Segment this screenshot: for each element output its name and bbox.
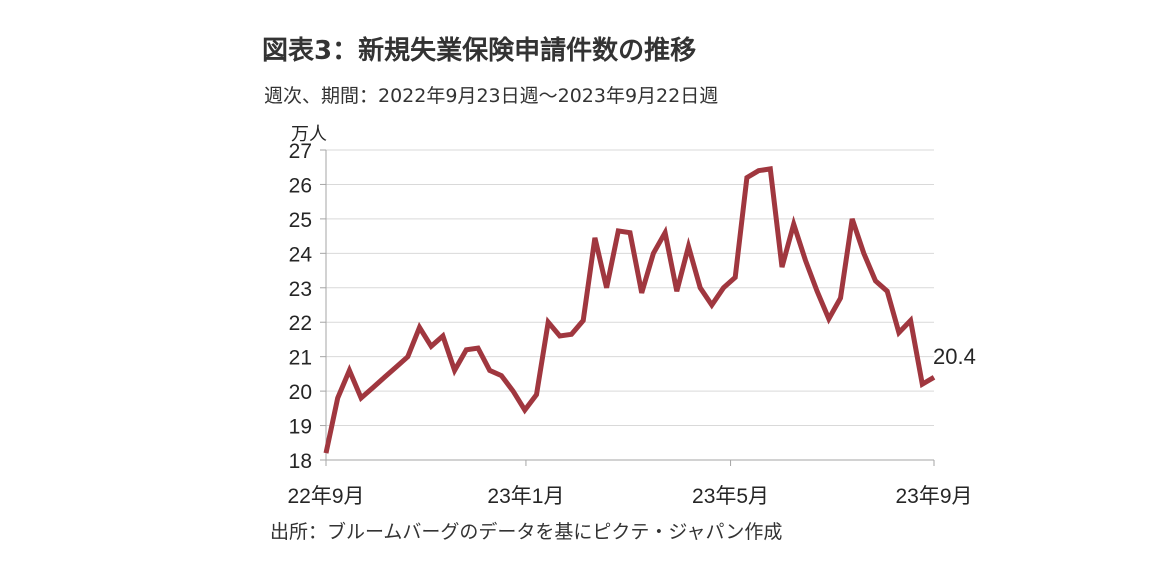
data-point <box>616 228 621 233</box>
data-point <box>709 303 714 308</box>
data-point <box>569 332 574 337</box>
data-point <box>663 230 668 235</box>
chart-title: 図表3：新規失業保険申請件数の推移 <box>262 36 697 66</box>
data-point <box>440 334 445 339</box>
data-point <box>803 258 808 263</box>
y-tick-label: 27 <box>289 140 312 163</box>
y-tick-label: 26 <box>289 174 312 197</box>
data-point <box>628 230 633 235</box>
y-tick-label: 23 <box>289 278 312 301</box>
x-tick-label: 22年9月 <box>287 485 364 508</box>
tick-labels: 18 19 20 21 22 23 24 25 26 27 22年9月 23年1月 23年5月 23年9月 <box>287 140 972 508</box>
series-line <box>323 166 936 454</box>
x-tick-label: 23年9月 <box>895 485 972 508</box>
data-point <box>557 334 562 339</box>
data-point <box>581 318 586 323</box>
y-tick-label: 19 <box>289 416 312 439</box>
data-point <box>686 244 691 249</box>
data-point <box>324 451 329 456</box>
data-point <box>464 347 469 352</box>
data-point <box>885 289 890 294</box>
data-point <box>920 382 925 387</box>
data-point <box>932 375 937 380</box>
data-point <box>651 251 656 256</box>
data-point <box>826 316 831 321</box>
data-point <box>721 285 726 290</box>
data-point <box>674 289 679 294</box>
data-point <box>335 396 340 401</box>
data-point <box>815 289 820 294</box>
x-tick-label: 23年5月 <box>692 485 769 508</box>
data-point <box>604 285 609 290</box>
series-layer <box>323 166 937 456</box>
source-note: 出所：ブルームバーグのデータを基にピクテ・ジャパン作成 <box>270 521 783 543</box>
grid-lines <box>326 149 934 427</box>
data-point <box>873 278 878 283</box>
data-point <box>382 375 387 380</box>
data-point <box>698 285 703 290</box>
data-point <box>347 368 352 373</box>
axes <box>320 149 935 466</box>
data-point <box>522 408 527 413</box>
data-point <box>768 166 773 171</box>
data-point <box>780 265 785 270</box>
data-point <box>394 365 399 370</box>
x-tick-label: 23年1月 <box>487 485 564 508</box>
data-point <box>592 235 597 240</box>
data-point <box>405 354 410 359</box>
last-value-label: 20.4 <box>933 344 976 369</box>
data-point <box>896 330 901 335</box>
y-tick-label: 21 <box>289 347 312 370</box>
data-point <box>429 344 434 349</box>
data-point <box>908 318 913 323</box>
data-point <box>639 290 644 295</box>
y-axis-unit-label: 万人 <box>291 124 327 145</box>
data-point <box>744 175 749 180</box>
data-point <box>370 385 375 390</box>
data-point <box>359 396 364 401</box>
y-tick-label: 18 <box>289 450 312 473</box>
y-tick-label: 25 <box>289 209 312 232</box>
y-tick-label: 24 <box>289 243 313 266</box>
data-point <box>838 296 843 301</box>
data-point <box>487 368 492 373</box>
data-point <box>499 373 504 378</box>
data-point <box>861 251 866 256</box>
data-point <box>756 168 761 173</box>
data-point <box>791 222 796 227</box>
data-point <box>476 346 481 351</box>
data-point <box>511 389 516 394</box>
data-point <box>534 392 539 397</box>
data-point <box>546 320 551 325</box>
data-point <box>850 216 855 221</box>
chart-subtitle: 週次、期間：2022年9月23日週～2023年9月22日週 <box>264 85 719 107</box>
y-tick-label: 20 <box>289 381 312 404</box>
data-point <box>452 368 457 373</box>
data-point <box>417 325 422 330</box>
y-tick-label: 22 <box>289 312 312 335</box>
data-point <box>733 275 738 280</box>
